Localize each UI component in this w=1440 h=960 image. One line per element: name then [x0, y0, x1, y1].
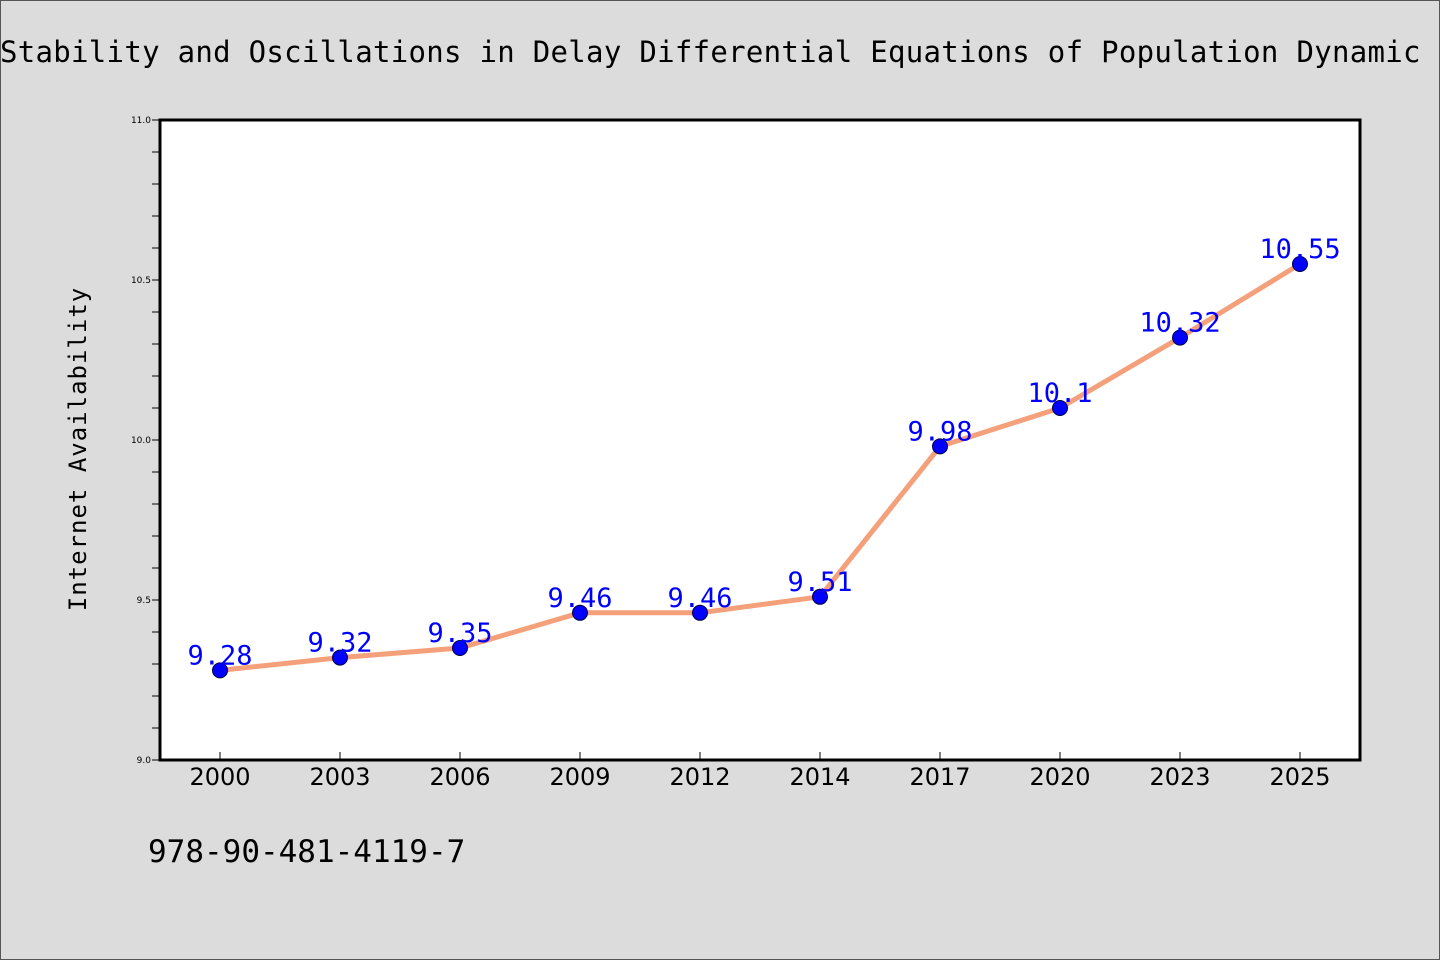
data-point — [332, 649, 348, 666]
y-tick-label: 9.5 — [137, 596, 151, 606]
data-point — [572, 604, 588, 621]
chart-title: Stability and Oscillations in Delay Diff… — [0, 35, 1421, 69]
data-label: 9.35 — [427, 618, 492, 649]
y-tick-label: 9.0 — [137, 756, 152, 766]
series-layer: 9.28 9.32 9.35 9.46 9.46 9.51 9.98 10.1 10.32 10.… — [187, 234, 1341, 679]
data-label: 9.46 — [667, 583, 732, 614]
x-tick-label: 2025 — [1269, 763, 1330, 791]
data-label: 9.28 — [187, 640, 252, 671]
data-label: 9.32 — [307, 628, 372, 659]
data-point — [212, 662, 228, 679]
data-label: 10.55 — [1259, 234, 1340, 265]
data-point — [692, 604, 708, 621]
data-point — [1292, 256, 1308, 272]
x-tick-label: 2006 — [429, 763, 490, 791]
data-point — [1052, 400, 1068, 416]
plot-area — [158, 118, 1362, 762]
x-tick-label: 2017 — [909, 763, 970, 791]
x-tick-label: 2023 — [1149, 763, 1210, 791]
x-tick-label: 2000 — [189, 763, 250, 791]
y-axis-ticks: 9.0 9.5 10.0 10.5 11.0 — [131, 116, 160, 766]
data-point — [932, 438, 948, 455]
series-line — [217, 261, 1303, 673]
x-tick-label: 2009 — [549, 763, 610, 791]
isbn-text: 978-90-481-4119-7 — [148, 834, 466, 870]
data-label: 10.1 — [1027, 378, 1092, 409]
y-tick-label: 10.5 — [131, 276, 151, 286]
x-axis-ticks: 2000 2003 2006 2009 2012 2014 2017 2020 2023 2025 — [189, 752, 1331, 791]
x-tick-label: 2012 — [669, 763, 730, 791]
data-label: 10.32 — [1139, 308, 1220, 339]
data-point — [812, 588, 828, 605]
x-tick-label: 2003 — [309, 763, 370, 791]
data-label: 9.98 — [907, 416, 972, 447]
data-point — [1172, 329, 1188, 346]
y-tick-label: 10.0 — [131, 436, 151, 446]
data-label: 9.46 — [547, 583, 612, 614]
data-label: 9.51 — [787, 567, 852, 598]
y-tick-label: 11.0 — [131, 116, 151, 126]
x-tick-label: 2020 — [1029, 763, 1090, 791]
data-point — [452, 640, 468, 656]
x-tick-label: 2014 — [789, 763, 850, 791]
y-axis-label: Internet Availability — [64, 287, 92, 611]
